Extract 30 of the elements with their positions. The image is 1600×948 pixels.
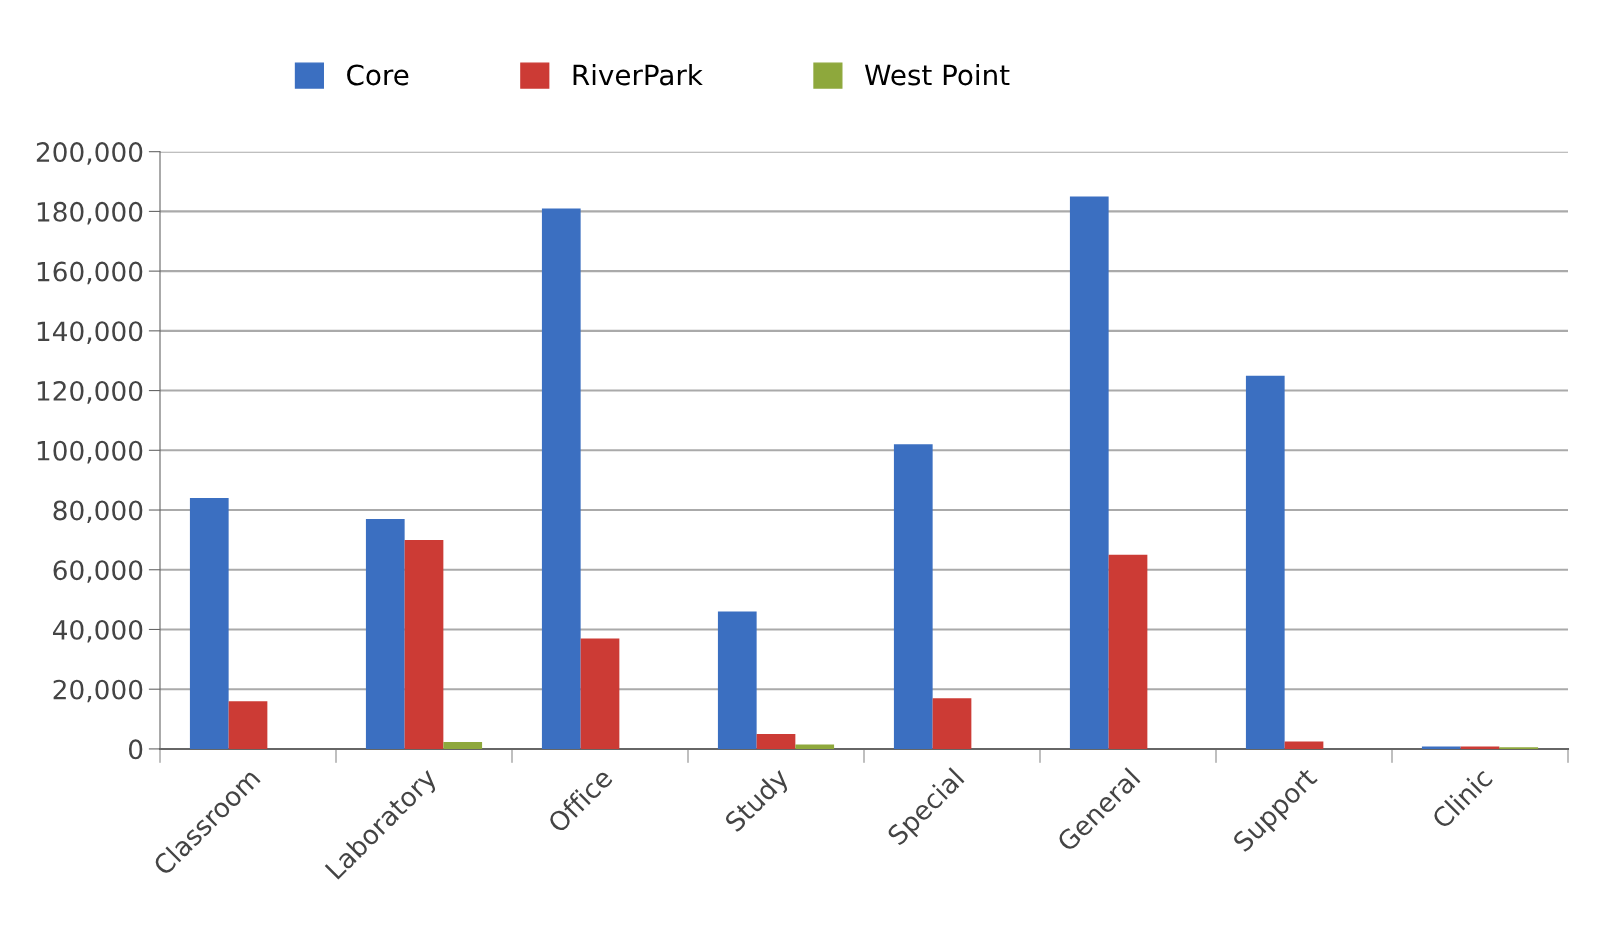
- y-tick-label: 180,000: [37, 201, 143, 225]
- y-tick-label: 80,000: [53, 500, 143, 524]
- legend-label: RiverPark: [573, 63, 703, 86]
- legend-label: Core: [347, 64, 409, 86]
- bar: [404, 539, 444, 749]
- bar: [795, 744, 835, 749]
- bar: [228, 701, 268, 749]
- bar: [1284, 741, 1324, 749]
- y-tick-label: 200,000: [36, 142, 143, 165]
- bar: [1108, 554, 1148, 749]
- y-tick-label: 40,000: [52, 619, 143, 643]
- y-tick-label: 0: [128, 739, 143, 760]
- bar: [1245, 375, 1285, 749]
- bar: [365, 518, 405, 749]
- y-tick-label: 20,000: [53, 679, 143, 703]
- y-tick-label: 100,000: [37, 440, 143, 464]
- bar: [189, 498, 229, 749]
- bar: [893, 444, 933, 749]
- y-tick-label: 120,000: [37, 381, 143, 404]
- bar: [756, 733, 796, 749]
- bar: [1069, 196, 1109, 749]
- y-tick-label: 60,000: [53, 560, 143, 583]
- y-tick-label: 160,000: [37, 261, 143, 285]
- bar: [717, 611, 757, 749]
- bar: [443, 742, 483, 749]
- bar: [580, 638, 620, 749]
- legend-label: West Point: [864, 63, 1010, 86]
- y-tick-label: 140,000: [37, 321, 143, 344]
- bar: [932, 698, 972, 749]
- bar: [541, 208, 581, 749]
